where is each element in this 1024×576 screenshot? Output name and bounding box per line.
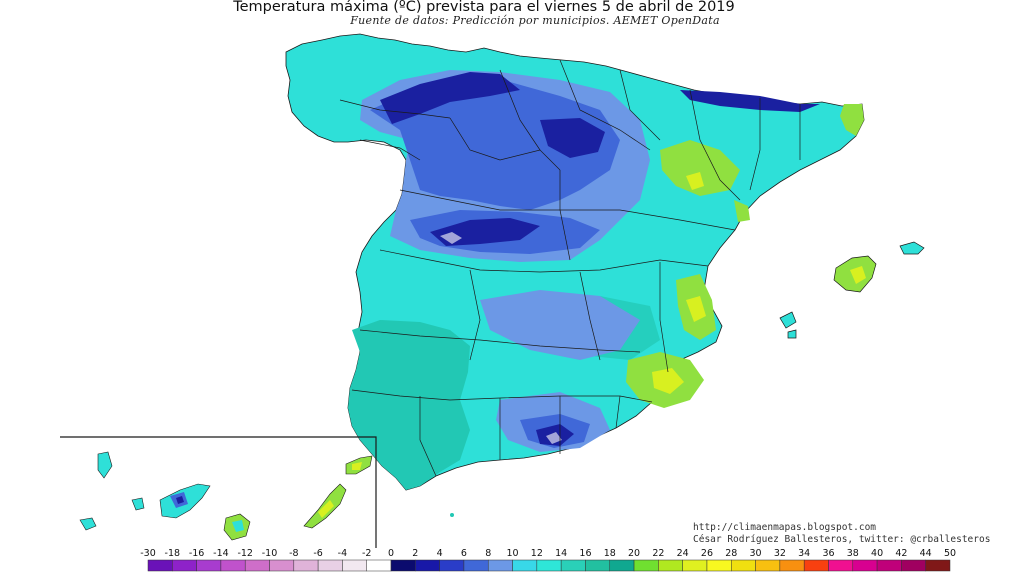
central-plateau-cold xyxy=(480,290,640,360)
legend-swatch xyxy=(852,559,878,572)
legend-tick-label: -16 xyxy=(189,548,205,559)
legend-swatch xyxy=(342,559,367,572)
legend-swatch xyxy=(196,559,222,572)
legend-tick-label: 16 xyxy=(579,548,591,559)
cantabrian-mountains-coldest xyxy=(380,72,520,124)
legend-swatch xyxy=(560,559,586,572)
ebro-valley-warm xyxy=(660,140,740,196)
legend-swatch xyxy=(269,559,295,572)
legend-swatch xyxy=(390,559,416,572)
legend-tick-label: 22 xyxy=(652,548,664,559)
southwest-zone xyxy=(348,320,470,490)
legend-swatch xyxy=(876,559,902,572)
legend-tick-label: 34 xyxy=(798,548,810,559)
menorca-island xyxy=(899,241,925,255)
la-palma-island xyxy=(97,451,113,479)
map-title: Temperatura máxima (ºC) prevista para el… xyxy=(233,0,735,15)
legend-swatch xyxy=(658,559,683,572)
legend-tick-label: 20 xyxy=(628,548,640,559)
legend-swatch xyxy=(512,559,538,572)
legend-tick-label: -4 xyxy=(338,548,347,559)
legend-swatch xyxy=(803,559,829,572)
legend-tick-label: 32 xyxy=(774,548,786,559)
legend-tick-label: 50 xyxy=(944,548,956,559)
legend-swatch xyxy=(731,559,756,572)
canary-inset-frame xyxy=(60,436,377,548)
legend-swatch xyxy=(706,559,732,572)
legend-swatch xyxy=(415,559,440,572)
province-borders xyxy=(339,59,801,477)
legend-swatch xyxy=(828,559,854,572)
legend-tick-label: -30 xyxy=(140,548,156,559)
legend-tick-label: 26 xyxy=(701,548,713,559)
legend-tick-label: 44 xyxy=(920,548,932,559)
legend-swatch xyxy=(172,559,197,572)
legend-tick-label: 36 xyxy=(822,548,834,559)
legend-tick-label: 42 xyxy=(895,548,907,559)
legend-tick-label: 18 xyxy=(604,548,616,559)
legend-swatch xyxy=(682,559,708,572)
legend-swatch xyxy=(244,559,270,572)
legend-tick-label: -2 xyxy=(362,548,371,559)
legend-swatch xyxy=(293,559,319,572)
legend-swatch xyxy=(147,559,173,572)
legend-swatch xyxy=(220,559,246,572)
legend-tick-label: 38 xyxy=(847,548,859,559)
legend-tick-label: -18 xyxy=(165,548,181,559)
legend-swatch xyxy=(633,559,659,572)
legend-tick-label: 0 xyxy=(388,548,394,559)
ibiza-island xyxy=(779,311,797,329)
legend-tick-label: 4 xyxy=(437,548,443,559)
legend-swatch xyxy=(317,559,343,572)
legend-swatch xyxy=(439,559,465,572)
legend-tick-label: -6 xyxy=(313,548,322,559)
legend-tick-label: 28 xyxy=(725,548,737,559)
legend-tick-label: -10 xyxy=(262,548,278,559)
legend-swatch xyxy=(755,559,781,572)
legend-swatch xyxy=(585,559,611,572)
legend-swatch xyxy=(779,559,805,572)
legend-tick-label: 30 xyxy=(750,548,762,559)
legend-swatch xyxy=(487,559,513,572)
blog-credit: http://climaenmapas.blogspot.com xyxy=(693,522,877,533)
legend-tick-label: 12 xyxy=(531,548,543,559)
legend-tick-label: 14 xyxy=(555,548,567,559)
legend-swatch xyxy=(536,559,562,572)
legend-swatch xyxy=(609,559,635,572)
legend-tick-label: 24 xyxy=(677,548,689,559)
author-credit: César Rodríguez Ballesteros, twitter: @c… xyxy=(693,534,991,545)
legend-swatch xyxy=(901,559,926,572)
legend-swatch xyxy=(366,559,392,572)
legend-tick-label: -8 xyxy=(289,548,298,559)
legend-tick-label: 2 xyxy=(412,548,418,559)
map-subtitle: Fuente de datos: Predicción por municipi… xyxy=(350,14,720,27)
legend-tick-label: -14 xyxy=(213,548,229,559)
legend-tick-label: 40 xyxy=(871,548,883,559)
legend-swatch xyxy=(463,559,489,572)
legend-swatch xyxy=(925,559,951,572)
legend-tick-label: 8 xyxy=(485,548,491,559)
legend-tick-label: 6 xyxy=(461,548,467,559)
legend-tick-label: 10 xyxy=(506,548,518,559)
legend-tick-label: -12 xyxy=(237,548,253,559)
